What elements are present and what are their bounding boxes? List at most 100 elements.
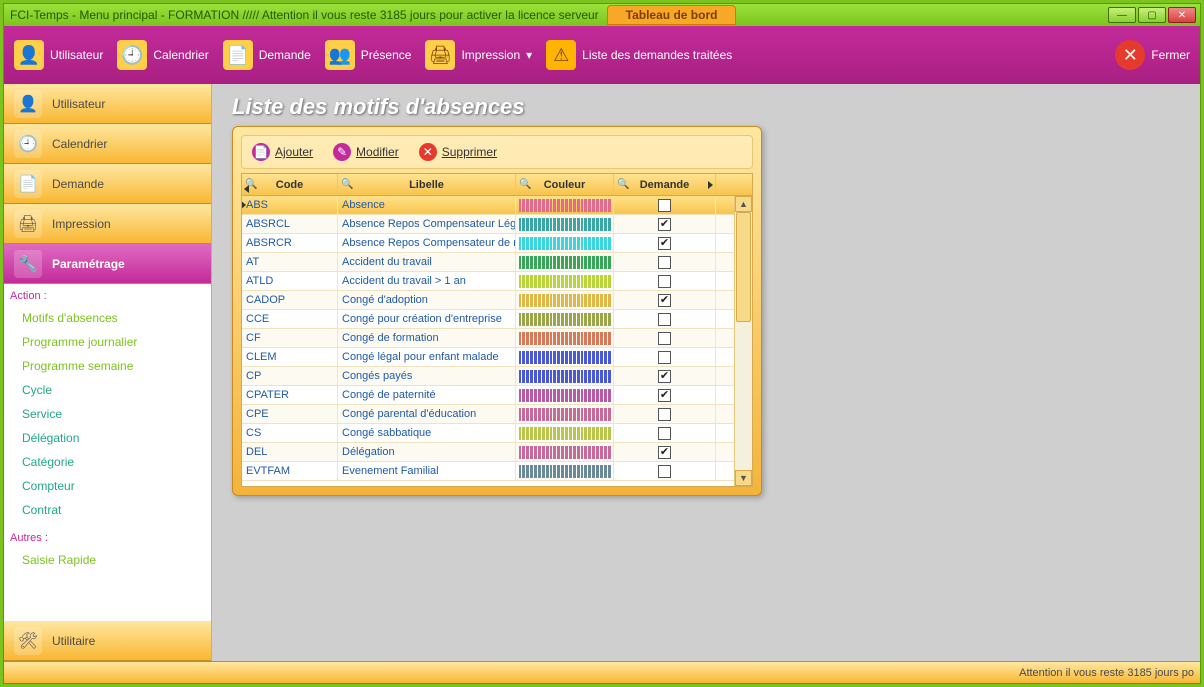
demande-checkbox[interactable]: ✔ bbox=[658, 370, 671, 383]
sidebar-link-categorie[interactable]: Catégorie bbox=[22, 450, 211, 474]
cell-couleur bbox=[516, 196, 614, 214]
tools-icon: 🛠 bbox=[14, 627, 42, 655]
cell-code: ABSRCR bbox=[242, 234, 338, 252]
cell-couleur bbox=[516, 215, 614, 233]
grid-header-code[interactable]: 🔍Code bbox=[242, 174, 338, 195]
sidebar-item-parametrage[interactable]: 🔧 Paramétrage bbox=[4, 244, 211, 284]
sidebar-link-prog-jour[interactable]: Programme journalier bbox=[22, 330, 211, 354]
sidebar-link-saisie[interactable]: Saisie Rapide bbox=[22, 548, 211, 572]
table-row[interactable]: CADOPCongé d'adoption✔ bbox=[242, 291, 734, 310]
statusbar: Attention il vous reste 3185 jours po bbox=[4, 661, 1200, 683]
ribbon-fermer[interactable]: ✕ Fermer bbox=[1115, 40, 1190, 70]
table-row[interactable]: CSCongé sabbatique bbox=[242, 424, 734, 443]
scroll-up-icon[interactable]: ▲ bbox=[735, 196, 752, 212]
scroll-down-icon[interactable]: ▼ bbox=[735, 470, 752, 486]
scrollbar[interactable]: ▲ ▼ bbox=[734, 196, 752, 486]
table-row[interactable]: ABSRCLAbsence Repos Compensateur Léga✔ bbox=[242, 215, 734, 234]
table-row[interactable]: CPECongé parental d'éducation bbox=[242, 405, 734, 424]
table-row[interactable]: CPATERCongé de paternité✔ bbox=[242, 386, 734, 405]
ribbon-liste-demandes[interactable]: ⚠ Liste des demandes traitées bbox=[546, 40, 732, 70]
cell-demande bbox=[614, 272, 716, 290]
titlebar: FCI-Temps - Menu principal - FORMATION /… bbox=[4, 4, 1200, 26]
table-row[interactable]: CCECongé pour création d'entreprise bbox=[242, 310, 734, 329]
cell-libelle: Congé parental d'éducation bbox=[338, 405, 516, 423]
ribbon-impression[interactable]: 🖨 Impression ▾ bbox=[425, 40, 532, 70]
ribbon-impression-label: Impression bbox=[461, 48, 520, 62]
table-row[interactable]: DELDélégation✔ bbox=[242, 443, 734, 462]
demande-checkbox[interactable]: ✔ bbox=[658, 294, 671, 307]
demande-checkbox[interactable] bbox=[658, 275, 671, 288]
cell-libelle: Evenement Familial bbox=[338, 462, 516, 480]
statusbar-text: Attention il vous reste 3185 jours po bbox=[1019, 667, 1194, 679]
tab-dashboard[interactable]: Tableau de bord bbox=[607, 5, 737, 25]
ribbon-utilisateur[interactable]: 👤 Utilisateur bbox=[14, 40, 103, 70]
maximize-button[interactable]: ▢ bbox=[1138, 7, 1166, 23]
sidebar-item-label: Utilitaire bbox=[52, 634, 95, 648]
demande-checkbox[interactable]: ✔ bbox=[658, 237, 671, 250]
sidebar-link-cycle[interactable]: Cycle bbox=[22, 378, 211, 402]
demande-checkbox[interactable] bbox=[658, 256, 671, 269]
sidebar-link-compteur[interactable]: Compteur bbox=[22, 474, 211, 498]
cell-demande bbox=[614, 310, 716, 328]
demande-checkbox[interactable]: ✔ bbox=[658, 446, 671, 459]
minimize-button[interactable]: — bbox=[1108, 7, 1136, 23]
cell-couleur bbox=[516, 386, 614, 404]
cell-libelle: Délégation bbox=[338, 443, 516, 461]
demande-checkbox[interactable] bbox=[658, 408, 671, 421]
demande-checkbox[interactable] bbox=[658, 313, 671, 326]
cell-code: CF bbox=[242, 329, 338, 347]
sidebar-item-calendrier[interactable]: 🕘 Calendrier bbox=[4, 124, 211, 164]
cell-demande: ✔ bbox=[614, 234, 716, 252]
add-button[interactable]: 📄 Ajouter bbox=[252, 143, 313, 161]
grid-header-demande[interactable]: 🔍Demande bbox=[614, 174, 716, 195]
table-row[interactable]: EVTFAMEvenement Familial bbox=[242, 462, 734, 481]
sidebar-item-utilitaire[interactable]: 🛠 Utilitaire bbox=[4, 621, 211, 661]
chevron-down-icon: ▾ bbox=[526, 48, 532, 62]
table-row[interactable]: ATAccident du travail bbox=[242, 253, 734, 272]
demande-checkbox[interactable]: ✔ bbox=[658, 389, 671, 402]
demande-checkbox[interactable] bbox=[658, 465, 671, 478]
demande-checkbox[interactable] bbox=[658, 427, 671, 440]
table-row[interactable]: ABSRCRAbsence Repos Compensateur de re✔ bbox=[242, 234, 734, 253]
cell-demande: ✔ bbox=[614, 215, 716, 233]
cell-code: ABSRCL bbox=[242, 215, 338, 233]
ribbon-calendrier-label: Calendrier bbox=[153, 48, 208, 62]
ribbon-calendrier[interactable]: 🕘 Calendrier bbox=[117, 40, 208, 70]
sidebar-item-impression[interactable]: 🖨 Impression bbox=[4, 204, 211, 244]
ribbon-demande[interactable]: 📄 Demande bbox=[223, 40, 311, 70]
close-icon: ✕ bbox=[1115, 40, 1145, 70]
table-row[interactable]: ATLDAccident du travail > 1 an bbox=[242, 272, 734, 291]
row-indicator-icon bbox=[242, 200, 246, 210]
wrench-icon: 🔧 bbox=[14, 250, 42, 278]
demande-checkbox[interactable] bbox=[658, 199, 671, 212]
delete-button[interactable]: ✕ Supprimer bbox=[419, 143, 497, 161]
ribbon-presence[interactable]: 👥 Présence bbox=[325, 40, 412, 70]
sidebar-link-service[interactable]: Service bbox=[22, 402, 211, 426]
demande-checkbox[interactable] bbox=[658, 351, 671, 364]
edit-button[interactable]: ✎ Modifier bbox=[333, 143, 399, 161]
scroll-thumb[interactable] bbox=[736, 212, 751, 322]
delete-button-label: Supprimer bbox=[442, 145, 497, 159]
close-button[interactable]: ✕ bbox=[1168, 7, 1196, 23]
ribbon-liste-demandes-label: Liste des demandes traitées bbox=[582, 48, 732, 62]
cell-demande bbox=[614, 196, 716, 214]
grid-header-couleur[interactable]: 🔍Couleur bbox=[516, 174, 614, 195]
table-row[interactable]: CLEMCongé légal pour enfant malade bbox=[242, 348, 734, 367]
demande-checkbox[interactable] bbox=[658, 332, 671, 345]
cell-demande: ✔ bbox=[614, 291, 716, 309]
printer-icon: 🖨 bbox=[425, 40, 455, 70]
sidebar-section-action: Action : bbox=[4, 284, 211, 304]
sidebar-link-delegation[interactable]: Délégation bbox=[22, 426, 211, 450]
demande-checkbox[interactable]: ✔ bbox=[658, 218, 671, 231]
sidebar-item-demande[interactable]: 📄 Demande bbox=[4, 164, 211, 204]
sidebar-link-motifs[interactable]: Motifs d'absences bbox=[22, 306, 211, 330]
table-row[interactable]: ABSAbsence bbox=[242, 196, 734, 215]
table-row[interactable]: CPCongés payés✔ bbox=[242, 367, 734, 386]
table-row[interactable]: CFCongé de formation bbox=[242, 329, 734, 348]
sidebar-link-contrat[interactable]: Contrat bbox=[22, 498, 211, 522]
sidebar-item-utilisateur[interactable]: 👤 Utilisateur bbox=[4, 84, 211, 124]
cell-code: EVTFAM bbox=[242, 462, 338, 480]
sidebar-link-prog-sem[interactable]: Programme semaine bbox=[22, 354, 211, 378]
cell-code: AT bbox=[242, 253, 338, 271]
grid-header-libelle[interactable]: 🔍Libelle bbox=[338, 174, 516, 195]
